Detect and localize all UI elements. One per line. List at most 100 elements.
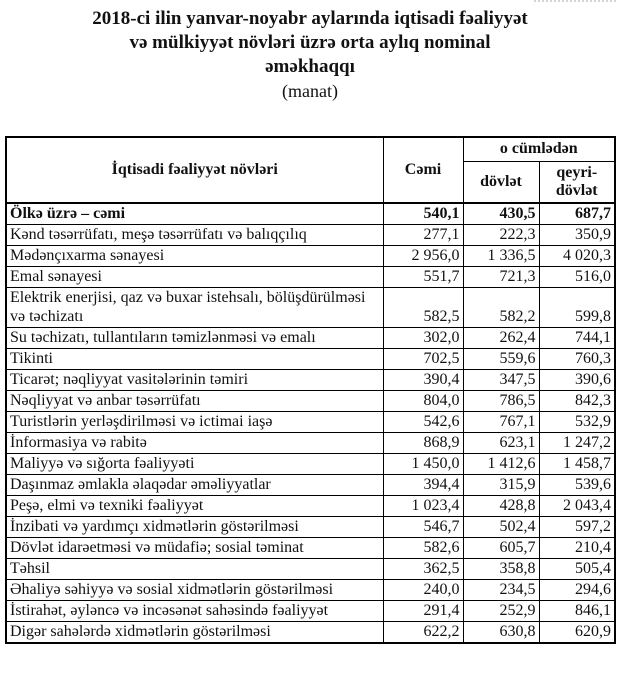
state-value: 1 412,6 bbox=[462, 452, 540, 475]
total-value: 702,5 bbox=[382, 347, 464, 370]
nonstate-value: 390,6 bbox=[538, 368, 616, 391]
state-value: 1 336,5 bbox=[462, 244, 540, 267]
total-value: 542,6 bbox=[382, 410, 464, 433]
table-row: Mədənçıxarma sənayesi 2 956,0 1 336,5 4 020… bbox=[5, 244, 616, 267]
table-row: İstirahət, əyləncə və incəsənət sahəsind… bbox=[5, 599, 616, 622]
state-value: 786,5 bbox=[462, 389, 540, 412]
state-value: 428,8 bbox=[462, 494, 540, 517]
total-value: 540,1 bbox=[382, 201, 464, 225]
table-header: İqtisadi fəaliyyət növləri Cəmi o cümləd… bbox=[5, 136, 616, 203]
title-line-3: əməkhaqqı bbox=[265, 56, 355, 77]
table-row: Nəqliyyat və anbar təsərrüfatı 804,0 786,5… bbox=[5, 389, 616, 412]
state-value: 252,9 bbox=[462, 599, 540, 622]
table-row: Maliyyə və sığorta fəaliyyəti 1 450,0 1 41… bbox=[5, 452, 616, 475]
state-value: 347,5 bbox=[462, 368, 540, 391]
header-activity: İqtisadi fəaliyyət növləri bbox=[5, 136, 384, 203]
total-value: 804,0 bbox=[382, 389, 464, 412]
wages-table: İqtisadi fəaliyyət növləri Cəmi o cümləd… bbox=[5, 136, 616, 644]
total-value: 2 956,0 bbox=[382, 244, 464, 267]
table-row: Digər sahələrdə xidmətlərin göstərilməsi… bbox=[5, 620, 616, 643]
nonstate-value: 687,7 bbox=[538, 201, 616, 225]
total-value: 546,7 bbox=[382, 515, 464, 538]
table-row: Kənd təsərrüfatı, meşə təsərrüfatı və ba… bbox=[5, 223, 616, 246]
nonstate-value: 539,6 bbox=[538, 473, 616, 496]
state-value: 358,8 bbox=[462, 557, 540, 580]
nonstate-value: 620,9 bbox=[538, 620, 616, 643]
total-value: 302,0 bbox=[382, 326, 464, 349]
nonstate-value: 516,0 bbox=[538, 265, 616, 288]
nonstate-value: 4 020,3 bbox=[538, 244, 616, 267]
total-value: 582,5 bbox=[382, 286, 464, 328]
nonstate-value: 350,9 bbox=[538, 223, 616, 246]
title-line-1: 2018-ci ilin yanvar-noyabr aylarında iqt… bbox=[92, 8, 528, 29]
activity-label: Nəqliyyat və anbar təsərrüfatı bbox=[5, 389, 384, 412]
total-value: 390,4 bbox=[382, 368, 464, 391]
total-value: 622,2 bbox=[382, 620, 464, 643]
activity-label: Təhsil bbox=[5, 557, 384, 580]
state-value: 234,5 bbox=[462, 578, 540, 601]
nonstate-value: 842,3 bbox=[538, 389, 616, 412]
state-value: 262,4 bbox=[462, 326, 540, 349]
state-value: 559,6 bbox=[462, 347, 540, 370]
unit-label: (manat) bbox=[282, 81, 338, 101]
nonstate-value: 294,6 bbox=[538, 578, 616, 601]
table-row: Emal sənayesi 551,7 721,3 516,0 bbox=[5, 265, 616, 288]
table-row: Tikinti 702,5 559,6 760,3 bbox=[5, 347, 616, 370]
nonstate-value: 597,2 bbox=[538, 515, 616, 538]
total-value: 582,6 bbox=[382, 536, 464, 559]
table-body: Ölkə üzrə – cəmi 540,1 430,5 687,7 Kənd təsə… bbox=[5, 201, 616, 643]
state-value: 623,1 bbox=[462, 431, 540, 454]
nonstate-value: 2 043,4 bbox=[538, 494, 616, 517]
table-row: Təhsil 362,5 358,8 505,4 bbox=[5, 557, 616, 580]
table-row: Peşə, elmi və texniki fəaliyyət 1 023,4 42… bbox=[5, 494, 616, 517]
nonstate-value: 532,9 bbox=[538, 410, 616, 433]
activity-label: Maliyyə və sığorta fəaliyyəti bbox=[5, 452, 384, 475]
header-state: dövlət bbox=[462, 160, 540, 203]
activity-label: Turistlərin yerləşdirilməsi və ictimai i… bbox=[5, 410, 384, 433]
activity-label: İstirahət, əyləncə və incəsənət sahəsind… bbox=[5, 599, 384, 622]
table-row: Elektrik enerjisi, qaz və buxar istehsal… bbox=[5, 286, 616, 328]
nonstate-value: 210,4 bbox=[538, 536, 616, 559]
nonstate-value: 846,1 bbox=[538, 599, 616, 622]
activity-label: Emal sənayesi bbox=[5, 265, 384, 288]
cropped-text-artifact bbox=[534, 0, 616, 3]
total-value: 1 450,0 bbox=[382, 452, 464, 475]
state-value: 502,4 bbox=[462, 515, 540, 538]
activity-label: Əhaliyə səhiyyə və sosial xidmətlərin gö… bbox=[5, 578, 384, 601]
nonstate-value: 1 458,7 bbox=[538, 452, 616, 475]
total-value: 1 023,4 bbox=[382, 494, 464, 517]
activity-label: Dövlət idarəetməsi və müdafiə; sosial tə… bbox=[5, 536, 384, 559]
activity-label: Mədənçıxarma sənayesi bbox=[5, 244, 384, 267]
activity-label: İnzibati və yardımçı xidmətlərin göstəri… bbox=[5, 515, 384, 538]
activity-label: Peşə, elmi və texniki fəaliyyət bbox=[5, 494, 384, 517]
header-total: Cəmi bbox=[382, 136, 464, 203]
total-value: 277,1 bbox=[382, 223, 464, 246]
total-value: 394,4 bbox=[382, 473, 464, 496]
nonstate-value: 1 247,2 bbox=[538, 431, 616, 454]
document-title: 2018-ci ilin yanvar-noyabr aylarında iqt… bbox=[0, 0, 620, 103]
activity-label: Su təchizatı, tullantıların təmizlənməsi… bbox=[5, 326, 384, 349]
state-value: 630,8 bbox=[462, 620, 540, 643]
table-row: Su təchizatı, tullantıların təmizlənməsi… bbox=[5, 326, 616, 349]
total-value: 551,7 bbox=[382, 265, 464, 288]
table-row: Əhaliyə səhiyyə və sosial xidmətlərin gö… bbox=[5, 578, 616, 601]
state-value: 582,2 bbox=[462, 286, 540, 328]
header-nonstate: qeyri-dövlət bbox=[538, 160, 616, 203]
header-group: o cümlədən bbox=[462, 136, 616, 162]
state-value: 315,9 bbox=[462, 473, 540, 496]
total-value: 868,9 bbox=[382, 431, 464, 454]
total-value: 362,5 bbox=[382, 557, 464, 580]
activity-label: Daşınmaz əmlakla əlaqədar əməliyyatlar bbox=[5, 473, 384, 496]
activity-label: Tikinti bbox=[5, 347, 384, 370]
nonstate-value: 744,1 bbox=[538, 326, 616, 349]
state-value: 767,1 bbox=[462, 410, 540, 433]
total-value: 291,4 bbox=[382, 599, 464, 622]
state-value: 721,3 bbox=[462, 265, 540, 288]
activity-label: Kənd təsərrüfatı, meşə təsərrüfatı və ba… bbox=[5, 223, 384, 246]
table-row: İnformasiya və rabitə 868,9 623,1 1 247,2 bbox=[5, 431, 616, 454]
state-value: 605,7 bbox=[462, 536, 540, 559]
activity-label: İnformasiya və rabitə bbox=[5, 431, 384, 454]
nonstate-value: 760,3 bbox=[538, 347, 616, 370]
table-row: Dövlət idarəetməsi və müdafiə; sosial tə… bbox=[5, 536, 616, 559]
activity-label: Ticarət; nəqliyyat vasitələrinin təmiri bbox=[5, 368, 384, 391]
